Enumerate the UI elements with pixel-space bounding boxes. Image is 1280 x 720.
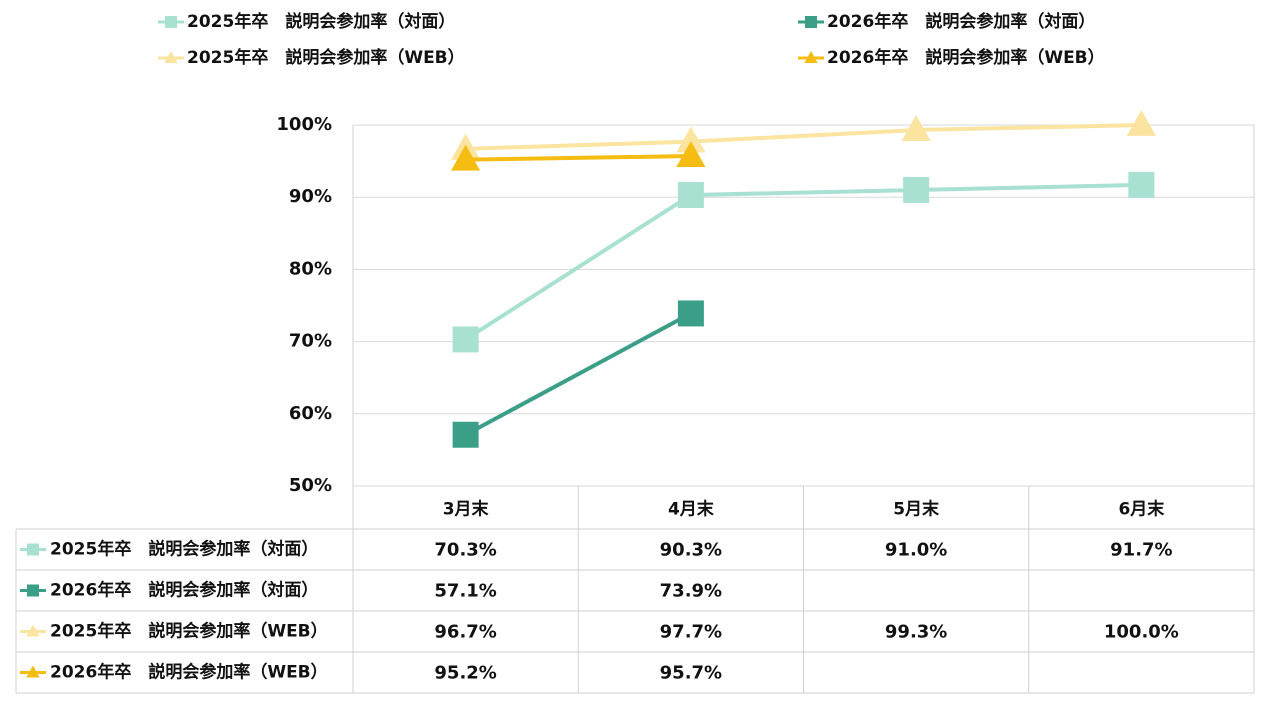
data-label: 57.1% [434, 581, 496, 602]
x-category-label: 6月末 [1118, 499, 1165, 520]
y-tick-label: 100% [276, 114, 332, 135]
legend: 2025年卒 説明会参加率（対面） 2026年卒 説明会参加率（対面） 2025年卒… [158, 11, 1105, 68]
data-label: 95.2% [434, 663, 496, 684]
y-tick-label: 50% [289, 475, 332, 496]
data-point [901, 114, 931, 141]
data-point [677, 182, 704, 209]
data-table: 3月末 4月末 5月末 6月末 2025年卒 説明会参加率（対面） 70.3% 90.3% 9… [15, 486, 1254, 694]
series-line [464, 182, 1142, 342]
data-point [1126, 109, 1156, 136]
table-series-name: 2026年卒 説明会参加率（対面） [50, 580, 318, 601]
table-series-name: 2025年卒 説明会参加率（WEB） [50, 621, 328, 642]
data-label: 97.7% [660, 622, 722, 643]
data-label: 70.3% [434, 540, 496, 561]
y-tick-label: 80% [289, 258, 332, 279]
legend-entry-label: 2026年卒 説明会参加率（WEB） [827, 47, 1105, 68]
table-series-name: 2026年卒 説明会参加率（WEB） [50, 662, 328, 683]
plot-series [451, 109, 1156, 448]
data-label: 100.0% [1104, 622, 1179, 643]
series-line [464, 311, 692, 437]
legend-key-marker [804, 51, 818, 64]
data-point [677, 300, 704, 327]
legend-entry-label: 2025年卒 説明会参加率（WEB） [187, 47, 465, 68]
table-series-name: 2025年卒 説明会参加率（対面） [50, 539, 318, 560]
y-tick-label: 70% [289, 331, 332, 352]
data-point [903, 176, 930, 203]
x-category-label: 4月末 [668, 499, 715, 520]
legend-entry-label: 2026年卒 説明会参加率（対面） [827, 11, 1095, 32]
data-label: 96.7% [434, 622, 496, 643]
data-point [452, 326, 479, 353]
legend-entry-label: 2025年卒 説明会参加率（対面） [187, 11, 455, 32]
data-label: 90.3% [660, 540, 722, 561]
data-label: 99.3% [885, 622, 947, 643]
legend-key-marker [805, 16, 817, 28]
legend-key-marker [164, 51, 178, 64]
data-point [452, 421, 479, 448]
table-legend-key-marker [27, 584, 39, 597]
legend-key-marker [165, 16, 177, 28]
data-point [676, 126, 706, 153]
series-line [465, 123, 1142, 151]
data-label: 91.0% [885, 540, 947, 561]
y-tick-label: 90% [289, 186, 332, 207]
data-point [1128, 171, 1155, 198]
table-legend-key-marker [26, 624, 40, 637]
data-label: 73.9% [660, 581, 722, 602]
x-category-label: 5月末 [893, 499, 940, 520]
y-tick-label: 60% [289, 403, 332, 424]
table-legend-key-marker [26, 665, 40, 678]
data-point [451, 144, 481, 171]
data-label: 91.7% [1110, 540, 1172, 561]
series-line [465, 154, 691, 162]
y-axis: 100% 90% 80% 70% 60% 50% [276, 114, 332, 496]
x-category-label: 3月末 [443, 499, 490, 520]
table-legend-key-marker [27, 543, 39, 556]
data-label: 95.7% [660, 663, 722, 684]
data-point [676, 140, 706, 167]
